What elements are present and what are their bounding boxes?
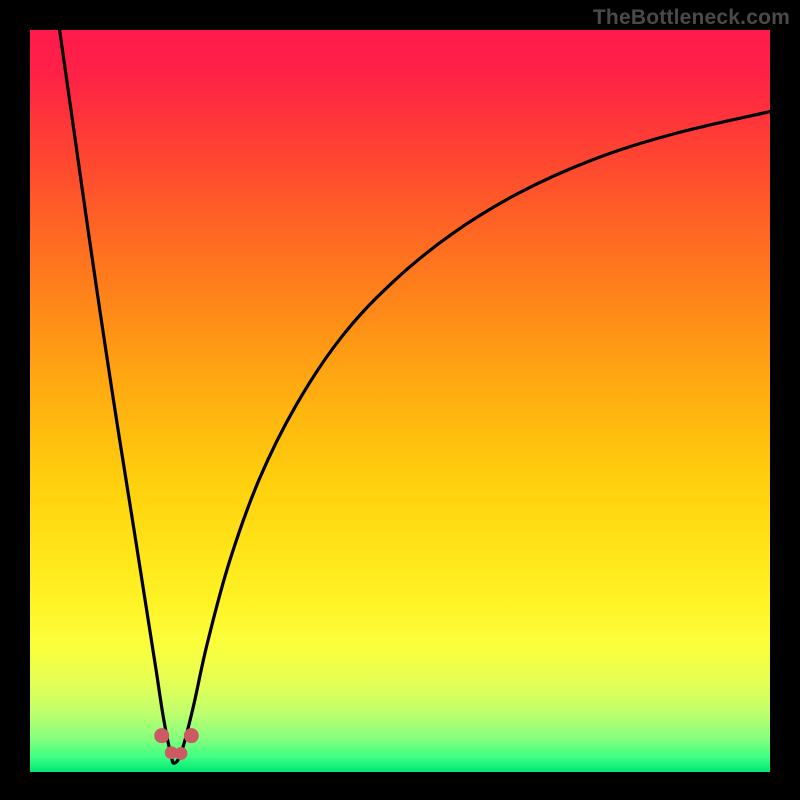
gradient-background: [30, 30, 770, 772]
plot-area: [30, 30, 770, 772]
attribution-label: TheBottleneck.com: [593, 6, 790, 30]
chart-stage: TheBottleneck.com: [0, 0, 800, 800]
